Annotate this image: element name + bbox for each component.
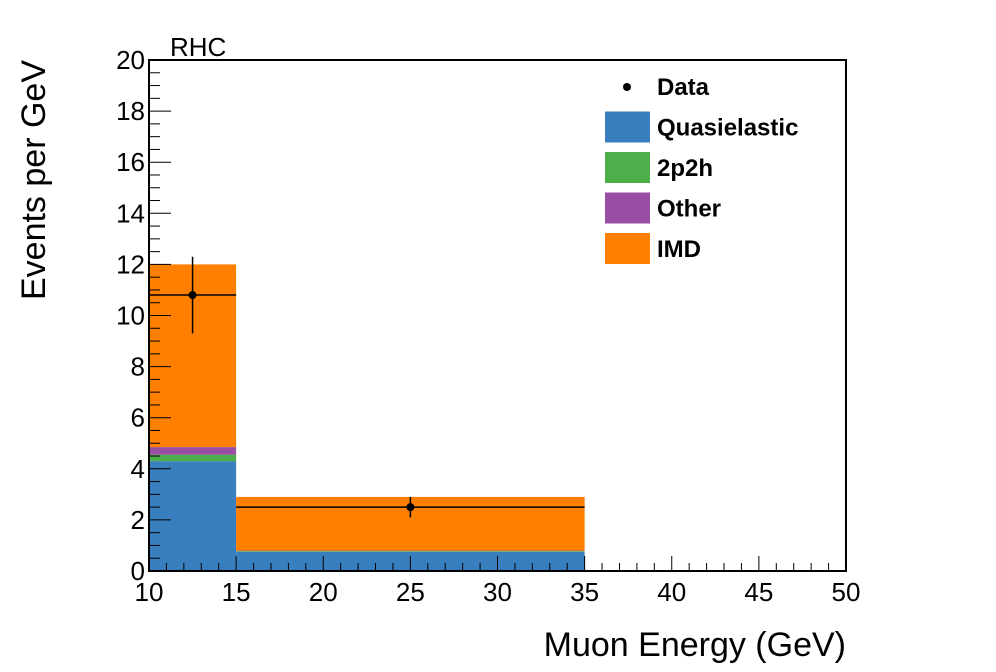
bar-2p2h-bin-1 bbox=[149, 454, 237, 462]
y-tick-label: 18 bbox=[116, 96, 145, 126]
x-tick-label: 15 bbox=[222, 577, 251, 607]
data-point-2 bbox=[406, 503, 415, 512]
y-tick-label: 16 bbox=[116, 147, 145, 177]
x-tick-label: 30 bbox=[483, 577, 512, 607]
data-point-1 bbox=[188, 291, 197, 300]
legend-swatch-2p2h bbox=[605, 152, 650, 183]
y-tick-label: 0 bbox=[131, 556, 145, 586]
legend-label-other: Other bbox=[657, 196, 721, 223]
y-tick-label: 10 bbox=[116, 301, 145, 331]
data-points bbox=[149, 256, 585, 518]
y-tick-label: 2 bbox=[131, 505, 145, 535]
x-tick-label: 45 bbox=[744, 577, 773, 607]
y-tick-label: 14 bbox=[116, 198, 145, 228]
plot-frame bbox=[148, 59, 847, 572]
legend-swatch-quasielastic bbox=[605, 111, 650, 143]
legend-marker-data bbox=[623, 83, 631, 91]
bar-other-bin-1 bbox=[149, 447, 237, 455]
legend-swatch-other bbox=[605, 192, 650, 224]
legend-label-quasielastic: Quasielastic bbox=[657, 115, 798, 142]
tick-labels: 10 15 20 25 30 35 40 45 50 0 2 4 6 8 10 12 14 16 18 20 bbox=[116, 45, 860, 607]
x-tick-label: 20 bbox=[309, 577, 338, 607]
legend-swatch-imd bbox=[605, 233, 650, 264]
bar-2p2h-bin-2 bbox=[236, 551, 585, 552]
x-tick-label: 10 bbox=[135, 577, 164, 607]
legend-label-2p2h: 2p2h bbox=[657, 155, 713, 182]
x-tick-label: 35 bbox=[570, 577, 599, 607]
bar-other-bin-2 bbox=[236, 550, 585, 552]
legend: Data Quasielastic 2p2h Other IMD bbox=[605, 74, 798, 264]
legend-label-data: Data bbox=[657, 74, 710, 101]
run-label: RHC bbox=[170, 32, 226, 62]
legend-label-imd: IMD bbox=[657, 236, 701, 263]
y-tick-label: 12 bbox=[116, 249, 145, 279]
x-tick-label: 25 bbox=[396, 577, 425, 607]
y-tick-label: 6 bbox=[131, 403, 145, 433]
bar-quasielastic-bin-1 bbox=[149, 461, 237, 571]
y-tick-label: 20 bbox=[116, 45, 145, 75]
y-axis-title: Events per GeV bbox=[15, 60, 53, 300]
stacked-bars bbox=[149, 264, 585, 571]
axis-ticks bbox=[148, 59, 847, 572]
x-tick-label: 50 bbox=[832, 577, 861, 607]
x-axis-title: Muon Energy (GeV) bbox=[544, 626, 846, 664]
y-tick-label: 8 bbox=[131, 352, 145, 382]
y-tick-label: 4 bbox=[131, 454, 145, 484]
x-tick-label: 40 bbox=[657, 577, 686, 607]
